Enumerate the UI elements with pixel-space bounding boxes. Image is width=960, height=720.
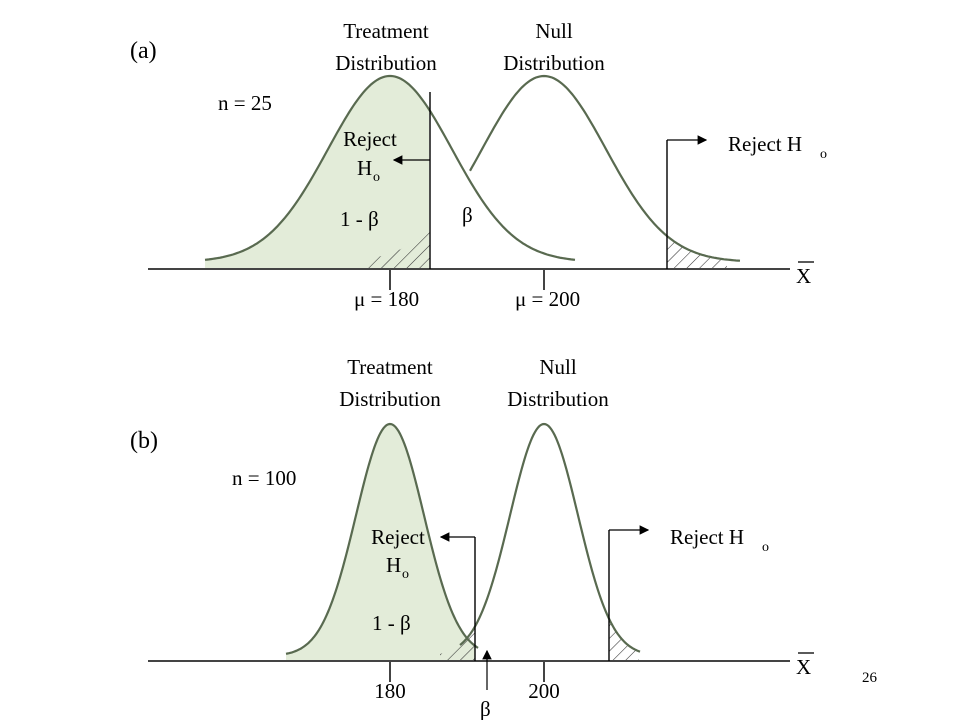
panel-b-treatment-title-2: Distribution xyxy=(339,387,441,411)
panel-a-mu-treatment: μ = 180 xyxy=(354,287,419,311)
panel-b-reject-left-1: Reject xyxy=(371,525,425,549)
panel-b-left-tail-hatch xyxy=(440,627,475,661)
panel-b-axis-label: X xyxy=(796,655,811,679)
panel-b-treatment-title-1: Treatment xyxy=(347,355,433,379)
panel-b-beta-label: β xyxy=(480,697,491,720)
panel-a: (a) Treatment Distribution Null Distribu… xyxy=(130,19,827,311)
panel-a-beta-label: β xyxy=(462,203,473,227)
panel-a-sample-size: n = 25 xyxy=(218,91,272,115)
panel-a-treatment-curve xyxy=(204,74,576,261)
panel-a-null-title-1: Null xyxy=(535,19,573,43)
panel-a-null-title-2: Distribution xyxy=(503,51,605,75)
panel-a-reject-right: Reject H xyxy=(728,132,802,156)
panel-b-mu-treatment: 180 xyxy=(374,679,406,703)
panel-a-null-curve xyxy=(469,74,741,262)
panel-b-sample-size: n = 100 xyxy=(232,466,296,490)
slide-number: 26 xyxy=(862,670,878,686)
panel-b-null-title-2: Distribution xyxy=(507,387,609,411)
panel-a-treatment-title-1: Treatment xyxy=(343,19,429,43)
panel-b-mu-null: 200 xyxy=(528,679,560,703)
panel-a-axis-label: X xyxy=(796,264,811,288)
panel-a-right-tail-hatch xyxy=(667,236,727,269)
panel-a-reject-left-1: Reject xyxy=(343,127,397,151)
panel-b-treatment-curve xyxy=(285,422,479,655)
panel-b-reject-right-sub: o xyxy=(762,540,769,555)
panel-b-power-label: 1 - β xyxy=(372,611,411,635)
panel-a-power-label: 1 - β xyxy=(340,207,379,231)
panel-b-treatment-fill xyxy=(286,424,475,661)
panel-b-null-curve xyxy=(459,422,641,653)
panel-a-reject-right-sub: o xyxy=(820,147,827,162)
panel-b-label: (b) xyxy=(130,428,158,454)
panel-b-right-tail-hatch xyxy=(609,618,639,661)
panel-a-label: (a) xyxy=(130,38,157,64)
panel-a-mu-null: μ = 200 xyxy=(515,287,580,311)
panel-a-reject-left-sub: o xyxy=(373,170,380,185)
panel-a-treatment-fill xyxy=(205,76,429,269)
panel-b-null-title-1: Null xyxy=(539,355,577,379)
panel-a-treatment-title-2: Distribution xyxy=(335,51,437,75)
panel-b-reject-right: Reject H xyxy=(670,525,744,549)
panel-a-reject-left-2: H xyxy=(357,156,372,180)
panel-a-left-tail-hatch xyxy=(366,227,430,269)
panel-b: (b) Treatment Distribution Null Distribu… xyxy=(130,355,814,720)
panel-b-reject-left-2: H xyxy=(386,553,401,577)
panel-b-reject-left-sub: o xyxy=(402,567,409,582)
